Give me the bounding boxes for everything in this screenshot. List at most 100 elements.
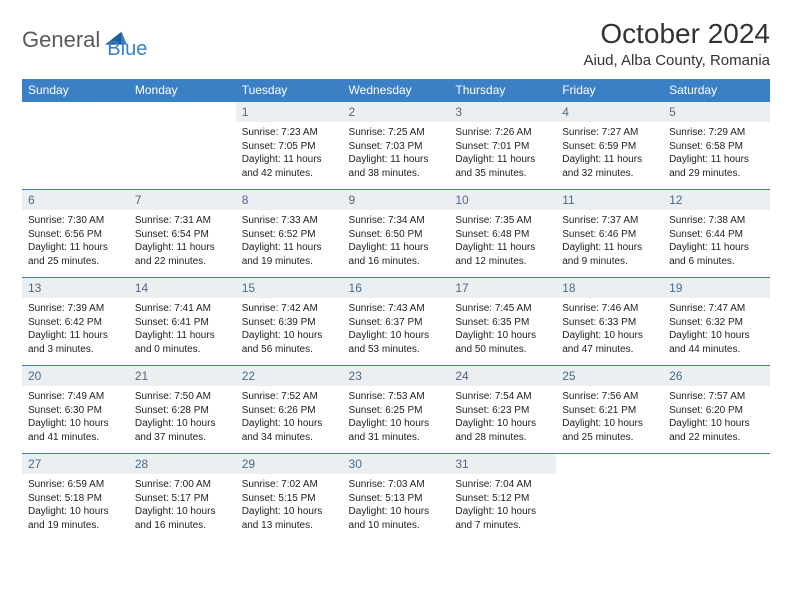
calendar-day-cell: 13Sunrise: 7:39 AMSunset: 6:42 PMDayligh… [22, 278, 129, 366]
sunset-text: Sunset: 6:39 PM [242, 316, 337, 330]
day-details: Sunrise: 7:00 AMSunset: 5:17 PMDaylight:… [129, 474, 236, 538]
sunrise-text: Sunrise: 7:57 AM [669, 390, 764, 404]
calendar-day-cell [663, 454, 770, 542]
sunset-text: Sunset: 6:52 PM [242, 228, 337, 242]
daylight-text: Daylight: 10 hours [349, 417, 444, 431]
daylight-text: and 0 minutes. [135, 343, 230, 357]
sunrise-text: Sunrise: 7:38 AM [669, 214, 764, 228]
sunrise-text: Sunrise: 7:46 AM [562, 302, 657, 316]
daylight-text: and 19 minutes. [28, 519, 123, 533]
daylight-text: and 16 minutes. [135, 519, 230, 533]
daylight-text: Daylight: 11 hours [669, 153, 764, 167]
calendar-day-cell: 8Sunrise: 7:33 AMSunset: 6:52 PMDaylight… [236, 190, 343, 278]
daylight-text: and 16 minutes. [349, 255, 444, 269]
day-number: 6 [22, 190, 129, 210]
daylight-text: and 29 minutes. [669, 167, 764, 181]
sunset-text: Sunset: 6:23 PM [455, 404, 550, 418]
day-number: 3 [449, 102, 556, 122]
sunrise-text: Sunrise: 7:03 AM [349, 478, 444, 492]
sunset-text: Sunset: 7:05 PM [242, 140, 337, 154]
daylight-text: and 6 minutes. [669, 255, 764, 269]
calendar-day-cell: 9Sunrise: 7:34 AMSunset: 6:50 PMDaylight… [343, 190, 450, 278]
daylight-text: and 35 minutes. [455, 167, 550, 181]
calendar-day-cell: 23Sunrise: 7:53 AMSunset: 6:25 PMDayligh… [343, 366, 450, 454]
daylight-text: Daylight: 11 hours [562, 241, 657, 255]
daylight-text: Daylight: 10 hours [28, 505, 123, 519]
day-number: 2 [343, 102, 450, 122]
sunrise-text: Sunrise: 7:52 AM [242, 390, 337, 404]
daylight-text: Daylight: 10 hours [28, 417, 123, 431]
daylight-text: Daylight: 10 hours [242, 329, 337, 343]
sunset-text: Sunset: 6:46 PM [562, 228, 657, 242]
day-number: 17 [449, 278, 556, 298]
logo-part2: Blue [107, 38, 147, 61]
daylight-text: Daylight: 11 hours [455, 241, 550, 255]
daylight-text: Daylight: 10 hours [135, 417, 230, 431]
day-details: Sunrise: 7:35 AMSunset: 6:48 PMDaylight:… [449, 210, 556, 274]
daylight-text: Daylight: 10 hours [349, 505, 444, 519]
weekday-header: Monday [129, 79, 236, 102]
daylight-text: and 32 minutes. [562, 167, 657, 181]
sunrise-text: Sunrise: 7:00 AM [135, 478, 230, 492]
calendar-day-cell: 12Sunrise: 7:38 AMSunset: 6:44 PMDayligh… [663, 190, 770, 278]
daylight-text: Daylight: 10 hours [455, 329, 550, 343]
sunset-text: Sunset: 5:15 PM [242, 492, 337, 506]
calendar-day-cell: 28Sunrise: 7:00 AMSunset: 5:17 PMDayligh… [129, 454, 236, 542]
daylight-text: Daylight: 10 hours [135, 505, 230, 519]
day-number: 14 [129, 278, 236, 298]
weekday-header: Saturday [663, 79, 770, 102]
daylight-text: and 37 minutes. [135, 431, 230, 445]
daylight-text: Daylight: 11 hours [669, 241, 764, 255]
calendar-day-cell: 2Sunrise: 7:25 AMSunset: 7:03 PMDaylight… [343, 102, 450, 190]
calendar-day-cell: 14Sunrise: 7:41 AMSunset: 6:41 PMDayligh… [129, 278, 236, 366]
sunset-text: Sunset: 7:01 PM [455, 140, 550, 154]
sunrise-text: Sunrise: 7:50 AM [135, 390, 230, 404]
day-details: Sunrise: 7:46 AMSunset: 6:33 PMDaylight:… [556, 298, 663, 362]
day-details: Sunrise: 7:43 AMSunset: 6:37 PMDaylight:… [343, 298, 450, 362]
daylight-text: and 22 minutes. [135, 255, 230, 269]
weekday-header: Wednesday [343, 79, 450, 102]
sunrise-text: Sunrise: 7:41 AM [135, 302, 230, 316]
sunrise-text: Sunrise: 7:39 AM [28, 302, 123, 316]
daylight-text: Daylight: 11 hours [349, 241, 444, 255]
sunrise-text: Sunrise: 7:26 AM [455, 126, 550, 140]
day-details: Sunrise: 7:38 AMSunset: 6:44 PMDaylight:… [663, 210, 770, 274]
sunrise-text: Sunrise: 7:02 AM [242, 478, 337, 492]
daylight-text: Daylight: 11 hours [135, 241, 230, 255]
day-details: Sunrise: 7:34 AMSunset: 6:50 PMDaylight:… [343, 210, 450, 274]
calendar-week-row: 20Sunrise: 7:49 AMSunset: 6:30 PMDayligh… [22, 366, 770, 454]
day-number: 4 [556, 102, 663, 122]
calendar-day-cell [556, 454, 663, 542]
daylight-text: Daylight: 10 hours [455, 505, 550, 519]
calendar-day-cell: 27Sunrise: 6:59 AMSunset: 5:18 PMDayligh… [22, 454, 129, 542]
day-number: 24 [449, 366, 556, 386]
daylight-text: and 22 minutes. [669, 431, 764, 445]
daylight-text: Daylight: 10 hours [455, 417, 550, 431]
day-details: Sunrise: 7:23 AMSunset: 7:05 PMDaylight:… [236, 122, 343, 186]
sunrise-text: Sunrise: 6:59 AM [28, 478, 123, 492]
day-details: Sunrise: 7:50 AMSunset: 6:28 PMDaylight:… [129, 386, 236, 450]
calendar-week-row: 1Sunrise: 7:23 AMSunset: 7:05 PMDaylight… [22, 102, 770, 190]
day-details: Sunrise: 7:45 AMSunset: 6:35 PMDaylight:… [449, 298, 556, 362]
daylight-text: and 9 minutes. [562, 255, 657, 269]
sunset-text: Sunset: 6:37 PM [349, 316, 444, 330]
day-number: 12 [663, 190, 770, 210]
weekday-header: Thursday [449, 79, 556, 102]
sunrise-text: Sunrise: 7:33 AM [242, 214, 337, 228]
daylight-text: Daylight: 11 hours [242, 153, 337, 167]
calendar-day-cell: 26Sunrise: 7:57 AMSunset: 6:20 PMDayligh… [663, 366, 770, 454]
daylight-text: and 53 minutes. [349, 343, 444, 357]
calendar-day-cell: 31Sunrise: 7:04 AMSunset: 5:12 PMDayligh… [449, 454, 556, 542]
calendar-day-cell: 11 Sunrise: 7:37 AMSunset: 6:46 PMDayligh… [556, 190, 663, 278]
sunrise-text: Sunrise: 7:37 AM [562, 214, 657, 228]
day-number: 1 [236, 102, 343, 122]
daylight-text: and 25 minutes. [562, 431, 657, 445]
weekday-header: Sunday [22, 79, 129, 102]
calendar-day-cell: 21Sunrise: 7:50 AMSunset: 6:28 PMDayligh… [129, 366, 236, 454]
day-number: 20 [22, 366, 129, 386]
sunset-text: Sunset: 6:48 PM [455, 228, 550, 242]
sunset-text: Sunset: 5:18 PM [28, 492, 123, 506]
day-number: 25 [556, 366, 663, 386]
calendar-day-cell: 10Sunrise: 7:35 AMSunset: 6:48 PMDayligh… [449, 190, 556, 278]
day-number: 11 [556, 190, 663, 210]
